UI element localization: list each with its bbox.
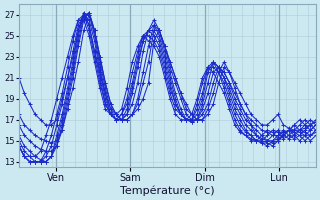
X-axis label: Température (°c): Température (°c) bbox=[120, 185, 215, 196]
